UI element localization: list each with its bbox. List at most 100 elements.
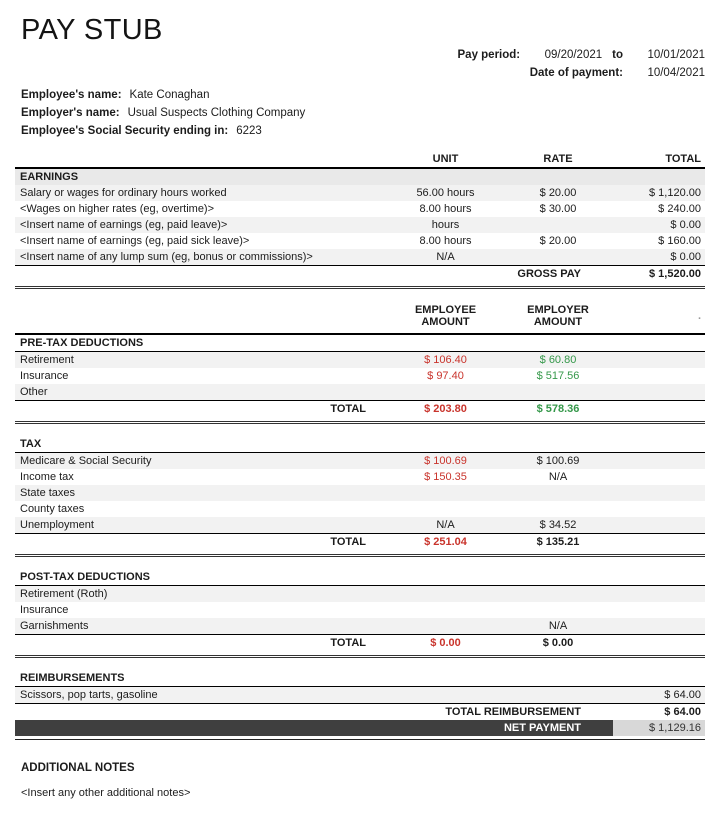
ssn-line: Employee's Social Security ending in: 62… bbox=[21, 125, 705, 137]
tax-row: County taxes bbox=[15, 501, 705, 517]
net-payment-label: NET PAYMENT bbox=[15, 720, 613, 736]
section-divider bbox=[15, 554, 705, 557]
reimbursements-section-title: REIMBURSEMENTS bbox=[20, 672, 125, 684]
earnings-total: $ 0.00 bbox=[670, 219, 701, 231]
earnings-row: <Insert name of earnings (eg, paid leave… bbox=[15, 217, 705, 233]
pretax-label: Other bbox=[20, 386, 48, 398]
posttax-row: Insurance bbox=[15, 602, 705, 618]
posttax-label: Garnishments bbox=[20, 620, 89, 632]
tax-employee-amount: N/A bbox=[436, 519, 455, 531]
additional-notes-section: ADDITIONAL NOTES <Insert any other addit… bbox=[21, 762, 705, 799]
pretax-row: Insurance $ 97.40 $ 517.56 bbox=[15, 368, 705, 384]
posttax-employer-amount: N/A bbox=[548, 620, 568, 632]
posttax-section-title: POST-TAX DEDUCTIONS bbox=[20, 571, 150, 583]
earnings-label: <Insert name of earnings (eg, paid leave… bbox=[20, 219, 228, 231]
tax-row: Medicare & Social Security $ 100.69 $ 10… bbox=[15, 453, 705, 469]
pretax-section-title: PRE-TAX DEDUCTIONS bbox=[20, 337, 144, 349]
tax-employer-amount: $ 34.52 bbox=[539, 519, 577, 531]
tax-total-row: TOTAL $ 251.04 $ 135.21 bbox=[15, 533, 705, 550]
reimbursement-total-row: TOTAL REIMBURSEMENT $ 64.00 bbox=[15, 703, 705, 720]
col-header-employee-amount: EMPLOYEE AMOUNT bbox=[414, 304, 477, 328]
earnings-rate: $ 20.00 bbox=[539, 235, 577, 247]
tax-row: State taxes bbox=[15, 485, 705, 501]
tax-row: Unemployment N/A $ 34.52 bbox=[15, 517, 705, 533]
date-of-payment-value: 10/04/2021 bbox=[647, 67, 705, 79]
posttax-total-employee: $ 0.00 bbox=[430, 637, 461, 649]
tax-total-label: TOTAL bbox=[330, 536, 366, 548]
employee-name-label: Employee's name: bbox=[21, 89, 122, 101]
pretax-total-employer: $ 578.36 bbox=[536, 403, 580, 415]
earnings-label: <Insert name of earnings (eg, paid sick … bbox=[20, 235, 250, 247]
pretax-employee-amount: $ 106.40 bbox=[424, 354, 467, 366]
gross-pay-value: $ 1,520.00 bbox=[649, 268, 701, 280]
pay-period-start: 09/20/2021 bbox=[544, 49, 603, 61]
col-header-employer-amount: EMPLOYER AMOUNT bbox=[527, 304, 589, 328]
posttax-total-label: TOTAL bbox=[330, 637, 366, 649]
posttax-row: Retirement (Roth) bbox=[15, 586, 705, 602]
col-header-spacer: . bbox=[697, 310, 701, 322]
reimbursement-total-label: TOTAL REIMBURSEMENT bbox=[445, 706, 581, 718]
employee-info-block: Employee's name: Kate Conaghan Employer'… bbox=[21, 89, 705, 137]
date-of-payment-label: Date of payment: bbox=[529, 67, 623, 79]
tax-label: Income tax bbox=[20, 471, 74, 483]
pretax-row: Other bbox=[15, 384, 705, 400]
earnings-section-title: EARNINGS bbox=[20, 171, 79, 183]
earnings-unit: hours bbox=[431, 219, 460, 231]
employee-name-value: Kate Conaghan bbox=[129, 89, 210, 101]
posttax-total-row: TOTAL $ 0.00 $ 0.00 bbox=[15, 634, 705, 651]
pay-period-line: Pay period: 09/20/2021 to 10/01/2021 bbox=[458, 49, 706, 61]
tax-label: State taxes bbox=[20, 487, 76, 499]
ssn-value: 6223 bbox=[236, 125, 262, 137]
section-divider bbox=[15, 421, 705, 424]
earnings-row: <Insert name of any lump sum (eg, bonus … bbox=[15, 249, 705, 265]
pretax-employee-amount: $ 97.40 bbox=[427, 370, 464, 382]
employer-name-value: Usual Suspects Clothing Company bbox=[127, 107, 306, 119]
section-divider bbox=[15, 286, 705, 289]
tax-row: Income tax $ 150.35 N/A bbox=[15, 469, 705, 485]
pretax-row: Retirement $ 106.40 $ 60.80 bbox=[15, 352, 705, 368]
net-payment-value: $ 1,129.16 bbox=[613, 720, 705, 736]
employer-name-line: Employer's name: Usual Suspects Clothing… bbox=[21, 107, 705, 119]
tax-employee-amount: $ 100.69 bbox=[424, 455, 467, 467]
posttax-total-employer: $ 0.00 bbox=[542, 637, 574, 649]
tax-section-header: TAX bbox=[15, 436, 705, 453]
earnings-row: <Wages on higher rates (eg, overtime)> 8… bbox=[15, 201, 705, 217]
earnings-unit: 8.00 hours bbox=[419, 203, 472, 215]
posttax-row: Garnishments N/A bbox=[15, 618, 705, 634]
pretax-total-label: TOTAL bbox=[330, 403, 366, 415]
posttax-label: Retirement (Roth) bbox=[20, 588, 108, 600]
earnings-column-header-row: UNIT RATE TOTAL bbox=[15, 151, 705, 169]
ssn-label: Employee's Social Security ending in: bbox=[21, 125, 229, 137]
earnings-row: Salary or wages for ordinary hours worke… bbox=[15, 185, 705, 201]
posttax-label: Insurance bbox=[20, 604, 69, 616]
earnings-label: <Wages on higher rates (eg, overtime)> bbox=[20, 203, 215, 215]
reimbursement-total: $ 64.00 bbox=[664, 689, 701, 701]
pretax-label: Insurance bbox=[20, 370, 69, 382]
earnings-label: Salary or wages for ordinary hours worke… bbox=[20, 187, 227, 199]
earnings-unit: 8.00 hours bbox=[419, 235, 472, 247]
col-header-rate: RATE bbox=[543, 153, 573, 165]
pretax-employer-amount: $ 517.56 bbox=[536, 370, 580, 382]
earnings-label: <Insert name of any lump sum (eg, bonus … bbox=[20, 251, 313, 263]
pretax-total-row: TOTAL $ 203.80 $ 578.36 bbox=[15, 400, 705, 417]
tax-employer-amount: $ 100.69 bbox=[536, 455, 580, 467]
employer-name-label: Employer's name: bbox=[21, 107, 120, 119]
pretax-section-header: PRE-TAX DEDUCTIONS bbox=[15, 335, 705, 352]
reimbursement-total-value: $ 64.00 bbox=[664, 706, 701, 718]
pay-period-end: 10/01/2021 bbox=[647, 49, 705, 61]
tax-total-employee: $ 251.04 bbox=[424, 536, 467, 548]
pretax-label: Retirement bbox=[20, 354, 74, 366]
section-divider bbox=[15, 655, 705, 658]
col-header-unit: UNIT bbox=[432, 153, 459, 165]
additional-notes-body: <Insert any other additional notes> bbox=[21, 787, 191, 799]
pretax-total-employee: $ 203.80 bbox=[424, 403, 467, 415]
pay-period-label: Pay period: bbox=[457, 49, 521, 61]
tax-section-title: TAX bbox=[20, 438, 42, 450]
employee-name-line: Employee's name: Kate Conaghan bbox=[21, 89, 705, 101]
empty-cell bbox=[15, 313, 388, 321]
tax-label: Medicare & Social Security bbox=[20, 455, 152, 467]
pay-meta-block: Pay period: 09/20/2021 to 10/01/2021 Dat… bbox=[15, 49, 706, 79]
reimbursement-label: Scissors, pop tarts, gasoline bbox=[20, 689, 158, 701]
earnings-section-header: EARNINGS bbox=[15, 169, 705, 185]
amount-column-header-row: EMPLOYEE AMOUNT EMPLOYER AMOUNT . bbox=[15, 301, 705, 335]
